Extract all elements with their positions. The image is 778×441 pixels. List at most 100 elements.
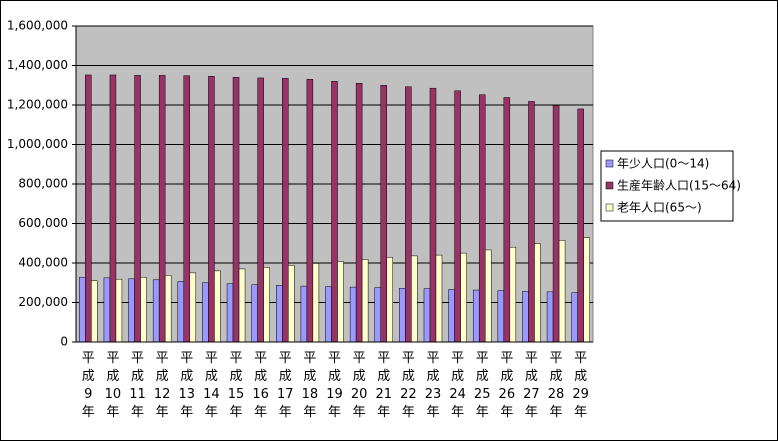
- bar: [497, 290, 505, 343]
- x-tick-label: 平成15年: [227, 351, 245, 420]
- bar: [115, 278, 123, 343]
- legend-swatch: [605, 159, 614, 168]
- x-tick-label: 平成17年: [276, 351, 294, 420]
- bar: [91, 280, 98, 343]
- bar: [478, 94, 486, 343]
- bar: [577, 108, 584, 343]
- bar: [423, 288, 431, 343]
- bar: [331, 81, 338, 343]
- x-tick-label: 平成23年: [424, 351, 442, 420]
- bar: [484, 249, 492, 343]
- bar: [522, 290, 529, 343]
- bar: [140, 276, 147, 343]
- bar: [503, 97, 511, 343]
- bar: [164, 274, 172, 343]
- bar: [325, 286, 332, 343]
- x-tick-label: 平成10年: [104, 351, 122, 420]
- bar: [251, 284, 258, 343]
- y-tick-label: 1,400,000: [7, 58, 68, 72]
- y-tick-label: 1,200,000: [7, 98, 68, 112]
- x-tick-label: 平成18年: [301, 351, 319, 420]
- bar: [103, 277, 111, 343]
- y-tick-label: 800,000: [18, 177, 68, 191]
- bar: [79, 276, 86, 343]
- bar: [448, 289, 455, 343]
- bar: [306, 79, 314, 343]
- x-tick-label: 平成20年: [350, 351, 368, 420]
- legend-box: [600, 150, 734, 222]
- bar: [355, 83, 363, 343]
- bar: [177, 281, 185, 343]
- bar: [276, 285, 283, 343]
- bar: [509, 246, 517, 343]
- bar: [183, 75, 191, 343]
- x-tick-label: 平成19年: [326, 351, 343, 420]
- y-tick-label: 1,000,000: [7, 137, 68, 151]
- bar: [134, 75, 141, 343]
- x-tick-label: 平成28年: [547, 351, 565, 420]
- bar: [411, 255, 418, 343]
- bar: [263, 267, 270, 343]
- bar: [374, 287, 381, 343]
- x-tick-label: 平成12年: [153, 351, 171, 420]
- x-tick-label: 平成16年: [252, 351, 269, 420]
- bar: [386, 257, 393, 343]
- bar: [208, 76, 215, 343]
- bar: [214, 270, 221, 343]
- bar: [472, 289, 480, 343]
- x-tick-label: 平成29年: [572, 351, 589, 420]
- y-tick-label: 200,000: [18, 295, 68, 309]
- y-tick-label: 600,000: [18, 216, 68, 230]
- bar: [460, 252, 467, 343]
- bar: [232, 77, 240, 343]
- bar: [109, 74, 117, 343]
- y-tick-label: 1,600,000: [7, 19, 68, 33]
- bar: [399, 288, 406, 343]
- x-tick-label: 平成26年: [498, 351, 516, 420]
- bar: [571, 292, 578, 343]
- x-tick-label: 平成14年: [203, 351, 220, 420]
- x-tick-label: 平成27年: [523, 351, 540, 420]
- x-tick-label: 平成24年: [449, 351, 466, 420]
- bar: [552, 105, 560, 343]
- bar: [300, 285, 308, 343]
- x-tick-label: 平成9年: [81, 351, 95, 420]
- legend-label: 老年人口(65～): [617, 201, 702, 215]
- y-tick-label: 400,000: [18, 256, 68, 270]
- bar: [312, 263, 320, 343]
- bar: [558, 240, 566, 343]
- bar: [546, 291, 554, 343]
- bar: [238, 268, 246, 343]
- x-tick-label: 平成11年: [129, 351, 146, 420]
- x-tick-label: 平成13年: [178, 351, 196, 420]
- bar: [158, 75, 166, 343]
- bar: [361, 259, 369, 343]
- bar: [528, 101, 535, 343]
- bar: [257, 77, 264, 343]
- bar: [435, 254, 443, 343]
- legend-swatch: [605, 181, 614, 190]
- bar: [405, 86, 412, 343]
- bar: [583, 237, 590, 343]
- bar: [534, 243, 541, 343]
- bar: [288, 265, 295, 343]
- y-tick-label: 0: [60, 335, 68, 349]
- bar: [189, 272, 197, 343]
- x-tick-label: 平成22年: [400, 351, 417, 420]
- bar: [152, 279, 160, 343]
- x-tick-label: 平成25年: [473, 351, 491, 420]
- bar: [454, 90, 461, 343]
- legend-label: 年少人口(0～14): [617, 157, 709, 171]
- bar: [85, 74, 92, 343]
- x-tick-label: 平成21年: [375, 351, 392, 420]
- bar: [128, 278, 135, 343]
- legend-swatch: [605, 203, 614, 212]
- bar: [282, 78, 289, 343]
- legend-label: 生産年齢人口(15～64): [617, 178, 741, 193]
- bar: [429, 87, 437, 343]
- bar: [226, 283, 234, 343]
- bar: [349, 286, 357, 343]
- bar: [380, 85, 387, 343]
